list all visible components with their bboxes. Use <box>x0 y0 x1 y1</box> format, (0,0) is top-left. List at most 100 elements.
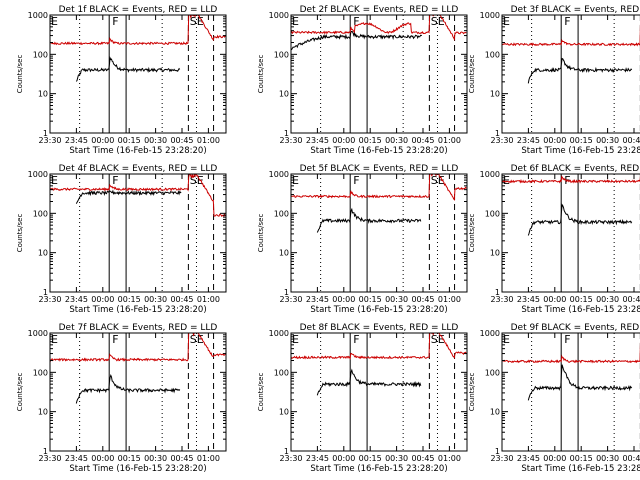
plot-frame <box>49 332 227 452</box>
panel-title: Det 2f BLACK = Events, RED = LLD <box>300 5 459 15</box>
x-tick-label: 00:15 <box>570 136 593 145</box>
plot-frame <box>501 173 640 293</box>
x-tick-label: 00:15 <box>359 454 382 463</box>
events-series <box>316 368 422 396</box>
marker-label: F <box>564 333 570 346</box>
lld-series <box>502 23 640 47</box>
x-tick-label: 00:45 <box>170 454 193 463</box>
marker-label: E <box>292 15 299 28</box>
x-tick-label: 23:45 <box>65 454 88 463</box>
y-tick-label: 1 <box>495 447 500 456</box>
y-tick-label: 1000 <box>269 170 289 179</box>
x-tick-label: 00:00 <box>332 454 355 463</box>
panel-title: Det 1f BLACK = Events, RED = LLD <box>59 5 218 15</box>
y-tick-label: 1 <box>495 129 500 138</box>
x-tick-label: 23:45 <box>306 454 329 463</box>
x-tick-label: 00:15 <box>359 136 382 145</box>
x-axis-label: Start Time (16-Feb-15 23:28:20) <box>521 146 640 156</box>
panel-det-3f: Det 3f BLACK = Events, RED = LLDEFSE1101… <box>468 5 640 156</box>
y-tick-label: 100 <box>274 368 289 377</box>
x-tick-label: 00:00 <box>91 136 114 145</box>
lld-series <box>50 333 226 362</box>
x-tick-label: 00:45 <box>622 295 640 304</box>
marker-label: F <box>112 333 118 346</box>
x-tick-label: 23:45 <box>65 136 88 145</box>
x-tick-label: 01:00 <box>438 295 461 304</box>
x-tick-label: 00:45 <box>622 454 640 463</box>
x-tick-label: 00:15 <box>359 295 382 304</box>
panel-det-6f: Det 6f BLACK = Events, RED = LLDEFSE1101… <box>468 164 640 315</box>
lld-series <box>502 175 640 184</box>
panel-det-9f: Det 9f BLACK = Events, RED = LLDEFSE1101… <box>468 323 640 474</box>
x-tick-label: 23:30 <box>38 454 61 463</box>
lld-series <box>502 341 640 364</box>
marker-label: E <box>503 174 510 187</box>
y-tick-label: 10 <box>490 408 500 417</box>
y-tick-label: 1000 <box>269 11 289 20</box>
marker-label: F <box>112 174 118 187</box>
panel-title: Det 5f BLACK = Events, RED = LLD <box>300 164 459 174</box>
y-tick-label: 100 <box>485 209 500 218</box>
plot-frame <box>290 332 468 452</box>
x-axis-label: Start Time (16-Feb-15 23:28:20) <box>521 464 640 474</box>
events-series <box>75 189 182 204</box>
marker-label: E <box>51 15 58 28</box>
x-tick-label: 00:15 <box>570 295 593 304</box>
y-axis-label: Counts/sec <box>16 373 24 412</box>
y-tick-label: 100 <box>485 50 500 59</box>
y-tick-label: 1 <box>284 447 289 456</box>
y-tick-label: 1000 <box>28 329 48 338</box>
x-tick-label: 23:45 <box>517 454 540 463</box>
x-tick-label: 23:45 <box>65 295 88 304</box>
x-tick-label: 01:00 <box>197 454 220 463</box>
x-tick-label: 00:15 <box>118 136 141 145</box>
x-tick-label: 00:00 <box>91 454 114 463</box>
y-tick-label: 1 <box>43 447 48 456</box>
y-tick-label: 10 <box>490 249 500 258</box>
x-tick-label: 01:00 <box>197 295 220 304</box>
y-tick-label: 1000 <box>480 329 500 338</box>
x-tick-label: 00:30 <box>144 454 167 463</box>
y-tick-label: 1 <box>495 288 500 297</box>
x-tick-label: 00:00 <box>543 136 566 145</box>
x-tick-label: 23:45 <box>306 136 329 145</box>
x-tick-label: 00:45 <box>170 295 193 304</box>
y-tick-label: 100 <box>33 368 48 377</box>
y-axis-label: Counts/sec <box>257 373 265 412</box>
y-tick-label: 1000 <box>269 329 289 338</box>
panel-title: Det 4f BLACK = Events, RED = LLD <box>59 164 218 174</box>
y-tick-label: 10 <box>38 90 48 99</box>
y-tick-label: 1 <box>284 129 289 138</box>
x-axis-label: Start Time (16-Feb-15 23:28:20) <box>310 146 447 156</box>
x-tick-label: 00:15 <box>118 295 141 304</box>
x-tick-label: 23:30 <box>279 454 302 463</box>
events-series <box>75 374 181 404</box>
plot-frame <box>501 14 640 134</box>
x-tick-label: 00:45 <box>622 136 640 145</box>
y-axis-label: Counts/sec <box>468 373 476 412</box>
lld-series <box>291 333 467 360</box>
marker-label: E <box>51 174 58 187</box>
y-tick-label: 10 <box>279 90 289 99</box>
lld-series <box>50 15 226 46</box>
y-tick-label: 1 <box>43 129 48 138</box>
panel-title: Det 8f BLACK = Events, RED = LLD <box>300 323 459 333</box>
plot-frame <box>49 14 227 134</box>
x-tick-label: 23:30 <box>490 136 513 145</box>
events-series <box>527 57 633 84</box>
y-tick-label: 1 <box>284 288 289 297</box>
y-tick-label: 100 <box>274 209 289 218</box>
y-tick-label: 10 <box>279 408 289 417</box>
x-tick-label: 00:45 <box>411 454 434 463</box>
y-tick-label: 1000 <box>28 11 48 20</box>
x-tick-label: 23:30 <box>490 454 513 463</box>
x-tick-label: 00:30 <box>596 295 619 304</box>
y-axis-label: Counts/sec <box>257 55 265 94</box>
events-series <box>316 207 422 233</box>
marker-label: E <box>292 333 299 346</box>
marker-label: SE <box>431 15 445 28</box>
x-tick-label: 23:30 <box>38 136 61 145</box>
